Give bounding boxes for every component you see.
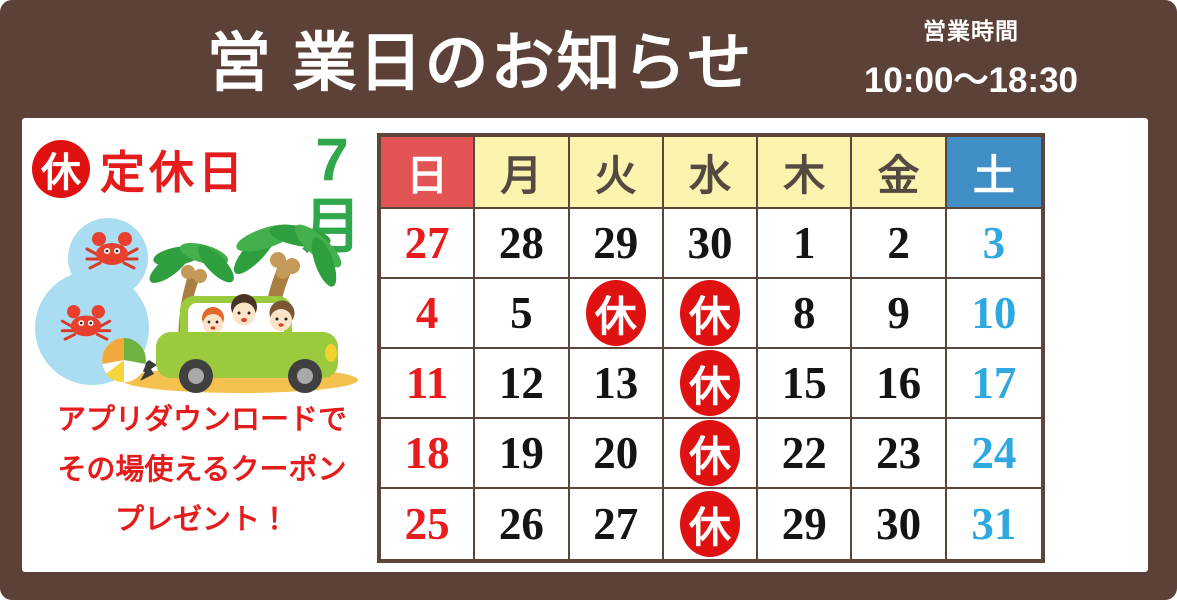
summer-illustration [35, 218, 358, 393]
calendar-day-cell: 26 [475, 489, 570, 559]
calendar-header-sun: 日 [381, 137, 476, 209]
calendar-header-wd: 水 [663, 137, 759, 209]
calendar-closed-cell: 休 [663, 279, 759, 349]
calendar-day-cell: 24 [946, 419, 1041, 489]
calendar-closed-cell: 休 [663, 349, 759, 419]
kid-orange-hair [202, 307, 224, 334]
crab-icon [85, 232, 139, 270]
calendar-day-cell: 30 [852, 489, 947, 559]
calendar-day-cell: 17 [946, 349, 1041, 419]
calendar-day-cell: 4 [381, 279, 476, 349]
calendar-day-cell: 12 [475, 349, 570, 419]
calendar-day-cell: 10 [946, 279, 1041, 349]
closed-badge: 休 [585, 280, 646, 346]
closed-badge-icon: 休 [32, 139, 90, 198]
calendar-closed-cell: 休 [663, 419, 759, 489]
calendar-closed-cell: 休 [663, 489, 759, 559]
exhaust-puff [138, 360, 157, 381]
month-numeral: 7 [315, 126, 349, 193]
promo-line: アプリダウンロードで [56, 404, 347, 436]
page-title: 営 業日のお知らせ [206, 27, 754, 99]
calendar-day-cell: 27 [381, 209, 476, 279]
calendar-day-cell: 22 [758, 419, 853, 489]
closed-badge: 休 [679, 420, 740, 486]
calendar-day-cell: 31 [946, 489, 1041, 559]
calendar-header-sat: 土 [946, 137, 1041, 209]
family-car-icon [138, 294, 338, 393]
calendar-day-cell: 18 [381, 419, 476, 489]
calendar-day-cell: 1 [758, 209, 853, 279]
calendar-day-cell: 29 [758, 489, 853, 559]
calendar-day-cell: 2 [852, 209, 947, 279]
calendar-day-cell: 27 [569, 489, 664, 559]
promo-line: プレゼント！ [114, 503, 289, 536]
closed-badge: 休 [679, 350, 740, 416]
calendar-day-cell: 13 [569, 349, 664, 419]
calendar-header-wd: 金 [852, 137, 947, 209]
calendar-closed-cell: 休 [569, 279, 664, 349]
calendar-day-cell: 15 [758, 349, 853, 419]
calendar-day-cell: 25 [381, 489, 476, 559]
closed-day-legend: 休 定休日 [32, 136, 247, 201]
kid-brown-hair [269, 300, 295, 331]
calendar-day-cell: 28 [475, 209, 570, 279]
calendar-day-cell: 5 [475, 279, 570, 349]
calendar-day-cell: 23 [852, 419, 947, 489]
calendar-header-wd: 月 [475, 137, 570, 209]
beach-ball-icon [102, 338, 146, 383]
calendar-header-wd: 木 [758, 137, 853, 209]
calendar-day-cell: 29 [569, 209, 664, 279]
calendar-day-cell: 16 [852, 349, 947, 419]
crab-icon [60, 305, 112, 341]
july-calendar: 日月火水木金土 27 28 29 30 1 2 3 4 5 休休 8 9 10 11 12 13 休 15 16 17 1… [377, 133, 1045, 563]
promo-text: アプリダウンロードで その場使えるクーポン プレゼント！ [22, 396, 382, 546]
calendar-day-cell: 11 [381, 349, 476, 419]
calendar-day-cell: 9 [852, 279, 947, 349]
closed-badge: 休 [679, 491, 740, 557]
business-hours-label: 営業時間 [923, 18, 1019, 44]
calendar-header-wd: 火 [569, 137, 664, 209]
closed-badge: 休 [679, 280, 740, 346]
content-panel: 休 定休日 7 月 [22, 118, 1148, 572]
calendar-day-cell: 20 [569, 419, 664, 489]
calendar-day-cell: 30 [663, 209, 759, 279]
business-hours: 営業時間 10:00～18:30 [838, 12, 1104, 103]
closed-day-label: 定休日 [100, 147, 248, 198]
calendar-day-cell: 19 [475, 419, 570, 489]
business-hours-value: 10:00～18:30 [863, 61, 1079, 100]
kid-dark-hair [231, 294, 257, 326]
promo-line: その場使えるクーポン [57, 453, 347, 486]
calendar-day-cell: 8 [758, 279, 853, 349]
calendar-day-cell: 3 [946, 209, 1041, 279]
